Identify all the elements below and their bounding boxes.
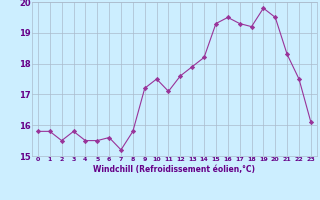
X-axis label: Windchill (Refroidissement éolien,°C): Windchill (Refroidissement éolien,°C) — [93, 165, 255, 174]
